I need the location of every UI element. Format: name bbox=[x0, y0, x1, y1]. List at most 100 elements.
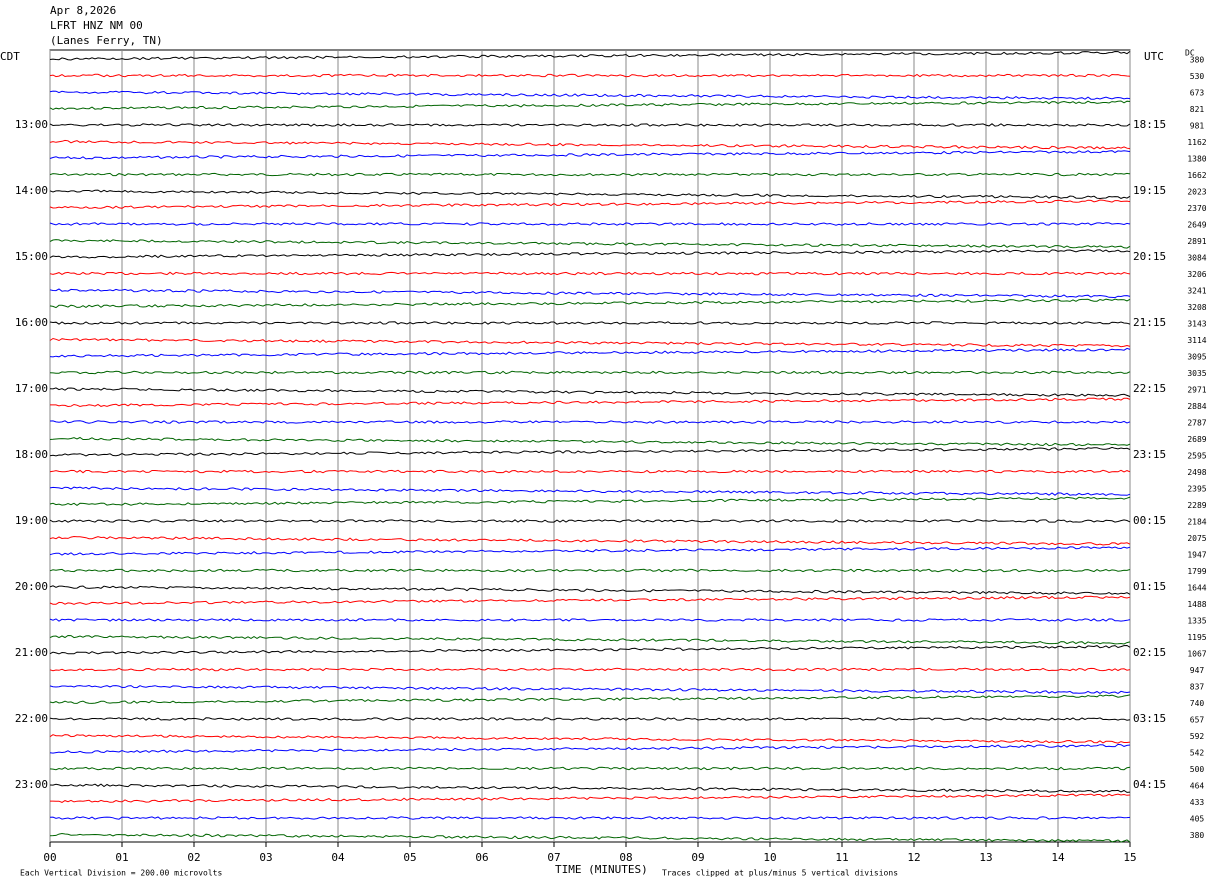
utc-label: 22:15 bbox=[1133, 382, 1166, 395]
date: Apr 8,2026 bbox=[50, 4, 116, 17]
dc-value: 380 bbox=[1190, 831, 1205, 840]
trace bbox=[49, 239, 1131, 249]
dc-value: 947 bbox=[1190, 666, 1205, 675]
trace bbox=[49, 816, 1131, 820]
dc-value: 500 bbox=[1190, 765, 1205, 774]
dc-value: 1662 bbox=[1187, 171, 1206, 180]
dc-value: 740 bbox=[1190, 699, 1205, 708]
dc-value: 3206 bbox=[1187, 270, 1206, 279]
dc-value: 2184 bbox=[1187, 518, 1206, 527]
trace bbox=[49, 288, 1131, 299]
cdt-label: 18:00 bbox=[15, 448, 48, 461]
trace bbox=[49, 172, 1131, 177]
dc-value: 1488 bbox=[1187, 600, 1206, 609]
dc-value: 405 bbox=[1190, 815, 1205, 824]
trace bbox=[49, 585, 1131, 595]
x-tick-label: 09 bbox=[691, 851, 704, 864]
dc-value: 1195 bbox=[1187, 633, 1206, 642]
trace bbox=[49, 199, 1131, 209]
trace bbox=[49, 420, 1131, 424]
dc-value: 837 bbox=[1190, 683, 1205, 692]
cdt-label: 22:00 bbox=[15, 712, 48, 725]
trace bbox=[49, 387, 1131, 397]
utc-label: 23:15 bbox=[1133, 448, 1166, 461]
cdt-label: 20:00 bbox=[15, 580, 48, 593]
dc-value: 2023 bbox=[1187, 188, 1206, 197]
trace bbox=[49, 717, 1131, 721]
dc-value: 530 bbox=[1190, 72, 1205, 81]
trace bbox=[50, 397, 1131, 408]
dc-value: 673 bbox=[1190, 89, 1205, 98]
trace bbox=[49, 446, 1131, 457]
trace bbox=[49, 436, 1131, 447]
location: (Lanes Ferry, TN) bbox=[50, 34, 163, 47]
right-axis-title: UTC bbox=[1144, 50, 1164, 63]
dc-value: 1644 bbox=[1187, 584, 1206, 593]
x-tick-label: 07 bbox=[547, 851, 560, 864]
x-tick-label: 02 bbox=[187, 851, 200, 864]
dc-value: 657 bbox=[1190, 716, 1205, 725]
dc-value: 542 bbox=[1190, 749, 1205, 758]
cdt-label: 14:00 bbox=[15, 184, 48, 197]
x-tick-label: 03 bbox=[259, 851, 272, 864]
left-axis-title: CDT bbox=[0, 50, 20, 63]
trace bbox=[49, 123, 1131, 127]
dc-value: 981 bbox=[1190, 122, 1205, 131]
trace bbox=[49, 634, 1131, 645]
dc-value: 1799 bbox=[1187, 567, 1206, 576]
x-tick-label: 10 bbox=[763, 851, 776, 864]
x-tick-label: 05 bbox=[403, 851, 416, 864]
x-tick-label: 14 bbox=[1051, 851, 1065, 864]
x-tick-label: 08 bbox=[619, 851, 632, 864]
trace bbox=[49, 618, 1131, 622]
utc-label: 02:15 bbox=[1133, 646, 1166, 659]
plot-frame bbox=[49, 49, 1131, 843]
x-tick-label: 12 bbox=[907, 851, 920, 864]
trace bbox=[49, 73, 1131, 78]
trace bbox=[49, 568, 1131, 573]
dc-value: 2370 bbox=[1187, 204, 1206, 213]
trace bbox=[49, 546, 1131, 556]
station: LFRT HNZ NM 00 bbox=[50, 19, 143, 32]
cdt-label: 15:00 bbox=[15, 250, 48, 263]
dc-value: 592 bbox=[1190, 732, 1205, 741]
trace bbox=[49, 535, 1131, 546]
dc-value: 3035 bbox=[1187, 369, 1206, 378]
utc-label: 21:15 bbox=[1133, 316, 1166, 329]
cdt-label: 21:00 bbox=[15, 646, 48, 659]
x-tick-label: 00 bbox=[43, 851, 56, 864]
trace bbox=[49, 50, 1131, 61]
utc-label: 01:15 bbox=[1133, 580, 1166, 593]
cdt-label: 16:00 bbox=[15, 316, 48, 329]
trace bbox=[49, 595, 1131, 605]
trace bbox=[49, 519, 1131, 523]
trace bbox=[49, 644, 1131, 655]
trace bbox=[49, 298, 1131, 309]
trace bbox=[49, 783, 1131, 793]
dc-value: 1380 bbox=[1187, 155, 1206, 164]
x-tick-label: 01 bbox=[115, 851, 128, 864]
dc-value: 2289 bbox=[1187, 501, 1206, 510]
cdt-label: 19:00 bbox=[15, 514, 48, 527]
trace bbox=[49, 766, 1131, 771]
dc-value: 2395 bbox=[1187, 485, 1206, 494]
dc-value: 1067 bbox=[1187, 650, 1206, 659]
dc-value: 3143 bbox=[1187, 320, 1206, 329]
trace bbox=[49, 743, 1131, 754]
dc-value: 1162 bbox=[1187, 138, 1206, 147]
trace bbox=[49, 90, 1131, 100]
trace bbox=[49, 486, 1131, 496]
trace bbox=[49, 337, 1131, 348]
trace bbox=[49, 496, 1131, 507]
dc-value: 3114 bbox=[1187, 336, 1206, 345]
dc-value: 1335 bbox=[1187, 617, 1206, 626]
trace bbox=[49, 694, 1131, 704]
trace bbox=[49, 667, 1131, 672]
cdt-label: 13:00 bbox=[15, 118, 48, 131]
utc-label: 03:15 bbox=[1133, 712, 1166, 725]
x-axis-title: TIME (MINUTES) bbox=[555, 863, 648, 876]
trace bbox=[49, 271, 1131, 276]
dc-value: 2595 bbox=[1187, 452, 1206, 461]
dc-value: 380 bbox=[1190, 56, 1205, 65]
trace bbox=[49, 347, 1131, 358]
